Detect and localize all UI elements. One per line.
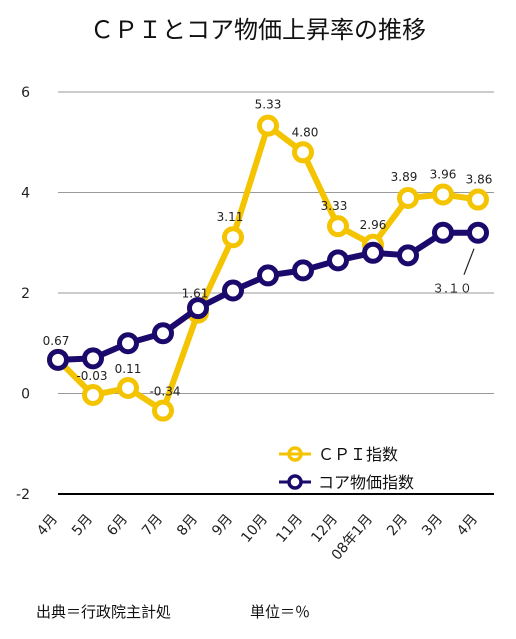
grid [58, 91, 494, 495]
annotation-leader-line [463, 248, 475, 275]
x-tick-label: 3月 [419, 511, 446, 539]
series-point-1 [152, 322, 174, 345]
footer-unit: 単位＝％ [250, 603, 311, 621]
x-tick-label: 6月 [104, 511, 131, 539]
series-point-0 [82, 384, 104, 407]
data-label-cpi: 4.80 [292, 125, 319, 139]
series-layer [47, 114, 489, 422]
series-point-1 [432, 221, 454, 244]
y-tick-label: 6 [21, 85, 30, 101]
annotation-core-last: ３.１０ [432, 282, 472, 296]
footer-source: 出典＝行政院主計処 [36, 603, 172, 621]
data-label-cpi: -0.34 [149, 385, 180, 399]
series-point-0 [292, 141, 314, 164]
data-label-cpi: 3.89 [391, 170, 418, 184]
data-labels: 0.67 -0.03 0.11 -0.34 1.61 3.11 5.33 4.80 3.33 2.… [43, 98, 493, 399]
series-point-1 [292, 259, 314, 282]
data-label-cpi: 5.33 [255, 98, 282, 112]
data-label-cpi: 3.11 [217, 210, 244, 224]
x-tick-label: 12月 [308, 511, 341, 546]
data-label-cpi: 3.96 [430, 168, 457, 182]
data-label-cpi: 0.67 [43, 334, 70, 348]
series-point-1 [117, 332, 139, 355]
legend-label-cpi: ＣＰＩ指数 [318, 445, 398, 464]
legend-marker-core [287, 474, 303, 490]
x-tick-label: 11月 [273, 511, 306, 546]
series-point-1 [327, 249, 349, 272]
series-point-0 [222, 226, 244, 249]
series-point-1 [397, 244, 419, 267]
legend: ＣＰＩ指数 コア物価指数 [279, 445, 414, 492]
series-point-1 [222, 279, 244, 302]
x-tick-label: 5月 [69, 511, 96, 539]
legend-label-core: コア物価指数 [318, 473, 414, 492]
x-tick-label: 8月 [174, 511, 201, 539]
series-point-1 [257, 264, 279, 287]
chart-title: ＣＰＩとコア物価上昇率の推移 [90, 16, 426, 44]
x-tick-label: 7月 [139, 511, 166, 539]
x-tick-label: 4月 [34, 511, 61, 539]
series-point-1 [82, 347, 104, 370]
data-label-cpi: -0.03 [76, 369, 107, 383]
data-label-cpi: 1.61 [182, 287, 209, 301]
y-axis-ticks: -2 0 2 4 6 [16, 85, 30, 503]
series-point-0 [467, 188, 489, 211]
x-tick-label: 4月 [454, 511, 481, 539]
series-point-0 [257, 114, 279, 137]
y-tick-label: 2 [21, 286, 30, 302]
series-point-1 [47, 348, 69, 371]
y-tick-label: -2 [16, 487, 30, 503]
data-label-cpi: 3.33 [321, 199, 348, 213]
y-tick-label: 0 [21, 387, 30, 403]
data-label-cpi: 2.96 [360, 218, 387, 232]
series-point-1 [187, 297, 209, 320]
series-point-1 [467, 221, 489, 244]
series-point-0 [432, 183, 454, 206]
series-point-1 [362, 241, 384, 264]
y-tick-label: 4 [21, 186, 30, 202]
series-point-0 [397, 187, 419, 210]
x-tick-label: 2月 [384, 511, 411, 539]
series-point-0 [327, 215, 349, 238]
series-point-0 [152, 399, 174, 422]
x-tick-label: 9月 [209, 511, 236, 539]
data-label-cpi: 3.86 [466, 173, 493, 187]
series-point-0 [117, 376, 139, 399]
x-tick-label: 10月 [238, 511, 271, 546]
data-label-cpi: 0.11 [115, 362, 142, 376]
